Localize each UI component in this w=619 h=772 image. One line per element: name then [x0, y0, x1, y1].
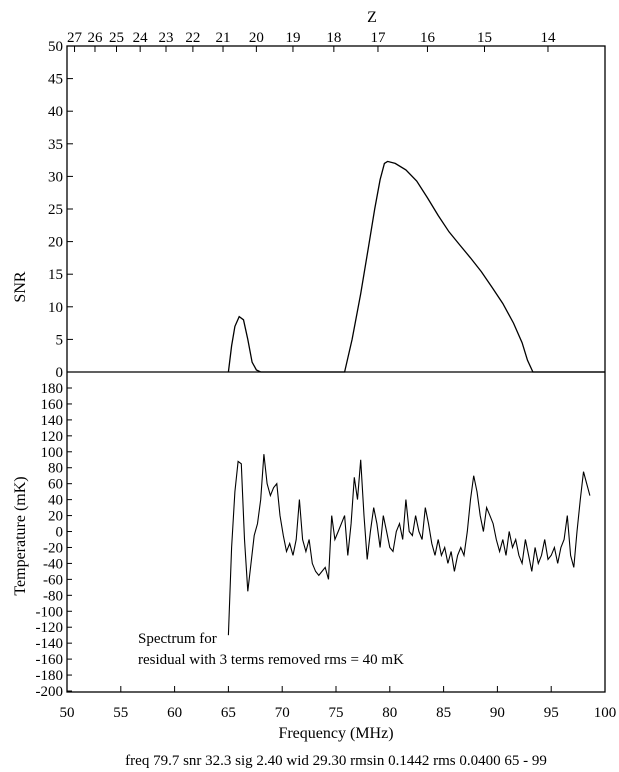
- z-tick-label: 24: [133, 30, 149, 46]
- snr-tick-label: 0: [56, 365, 64, 381]
- z-tick-label: 15: [477, 30, 492, 46]
- z-tick-label: 26: [87, 30, 103, 46]
- frequency-tick-label: 65: [221, 705, 236, 721]
- annotation-line-1: Spectrum for: [138, 631, 217, 647]
- snr-tick-label: 30: [48, 169, 63, 185]
- temperature-panel: 180160140120100806040200-20-40-60-80-100…: [12, 381, 616, 742]
- temperature-tick-label: 120: [41, 429, 64, 445]
- z-tick-label: 14: [540, 30, 556, 46]
- frequency-tick-label: 70: [275, 705, 290, 721]
- z-tick-label: 25: [109, 30, 124, 46]
- temperature-tick-label: 160: [41, 397, 64, 413]
- snr-tick-label: 40: [48, 104, 63, 120]
- temperature-tick-label: 100: [41, 445, 64, 461]
- z-tick-label: 27: [67, 30, 83, 46]
- snr-tick-label: 10: [48, 300, 63, 316]
- z-tick-label: 22: [185, 30, 200, 46]
- snr-tick-label: 15: [48, 267, 63, 283]
- temperature-tick-label: -60: [43, 572, 63, 588]
- snr-y-axis-ticks: 0 5 10 15 20 25 30 35 40 45 50: [48, 39, 73, 381]
- snr-tick-label: 35: [48, 137, 63, 153]
- snr-tick-label: 20: [48, 235, 63, 251]
- frequency-tick-label: 90: [490, 705, 505, 721]
- z-tick-label: 18: [326, 30, 341, 46]
- frequency-tick-label: 95: [544, 705, 559, 721]
- frequency-tick-label: 100: [594, 705, 617, 721]
- plot-frame: [66, 45, 606, 693]
- temperature-tick-label: 0: [56, 525, 64, 541]
- temperature-tick-label: -20: [43, 540, 63, 556]
- fit-caption: freq 79.7 snr 32.3 sig 2.40 wid 29.30 rm…: [125, 753, 547, 769]
- temperature-y-axis-ticks: 180160140120100806040200-20-40-60-80-100…: [36, 381, 72, 700]
- z-tick-label: 17: [370, 30, 386, 46]
- frequency-tick-label: 55: [113, 705, 128, 721]
- temperature-tick-label: 60: [48, 477, 63, 493]
- snr-tick-label: 50: [48, 39, 63, 55]
- z-tick-label: 21: [216, 30, 231, 46]
- frequency-tick-label: 80: [382, 705, 397, 721]
- z-tick-label: 23: [158, 30, 173, 46]
- snr-tick-label: 25: [48, 202, 63, 218]
- temperature-tick-label: -200: [36, 684, 64, 700]
- z-axis-title: Z: [367, 9, 377, 26]
- temperature-tick-label: 180: [41, 381, 64, 397]
- temperature-y-axis-title: Temperature (mK): [12, 476, 29, 595]
- temperature-tick-label: 40: [48, 493, 63, 509]
- temperature-tick-label: -160: [36, 652, 64, 668]
- z-tick-label: 20: [249, 30, 264, 46]
- temperature-tick-label: -180: [36, 668, 64, 684]
- z-tick-label: 16: [420, 30, 436, 46]
- z-axis-ticks: 27 26 25 24 23 22 21 20 19 18 17 16 15 14: [67, 30, 556, 52]
- temperature-tick-label: 20: [48, 509, 63, 525]
- snr-y-axis-title: SNR: [12, 271, 29, 302]
- temperature-tick-label: -80: [43, 588, 63, 604]
- temperature-tick-label: 140: [41, 413, 64, 429]
- annotation-line-2: residual with 3 terms removed rms = 40 m…: [138, 652, 404, 668]
- frequency-x-axis-ticks: 50 55 60 65 70 75 80 85 90 95 100: [60, 686, 617, 721]
- temperature-tick-label: 80: [48, 461, 63, 477]
- frequency-x-axis-title: Frequency (MHz): [278, 725, 393, 742]
- z-tick-label: 19: [285, 30, 300, 46]
- snr-panel: Z 27 26 25 24 23 22 21 20 19 18 17 16 15 14 051015202…: [12, 9, 605, 381]
- temperature-tick-label: -40: [43, 556, 63, 572]
- snr-tick-label: 45: [48, 72, 63, 88]
- temperature-series-line: [227, 454, 591, 636]
- frequency-tick-label: 60: [167, 705, 182, 721]
- frequency-tick-label: 75: [329, 705, 344, 721]
- snr-tick-label: 5: [56, 332, 64, 348]
- temperature-tick-label: -120: [36, 620, 64, 636]
- snr-series-line: [227, 160, 605, 373]
- frequency-tick-label: 85: [436, 705, 451, 721]
- frequency-tick-label: 50: [60, 705, 75, 721]
- temperature-tick-label: -100: [36, 604, 64, 620]
- temperature-tick-label: -140: [36, 636, 64, 652]
